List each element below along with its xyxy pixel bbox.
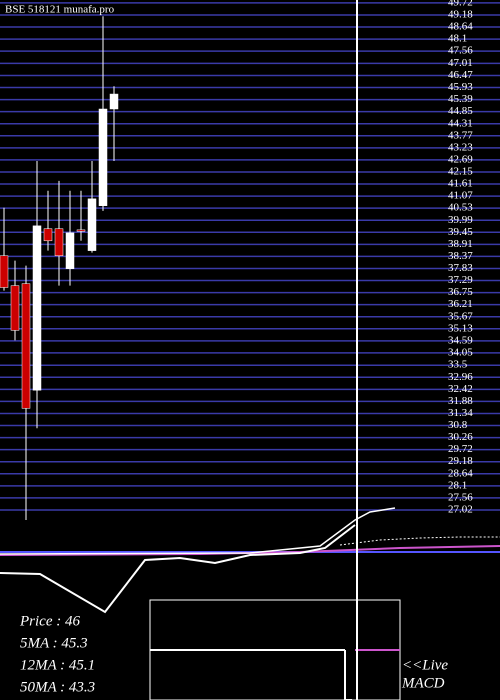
y-tick-label: 27.56 [448, 491, 473, 503]
macd-bar [344, 650, 352, 700]
y-tick-label: 47.01 [448, 57, 473, 69]
y-tick-label: 35.13 [448, 322, 473, 334]
y-tick-label: 46.47 [448, 69, 473, 81]
y-tick-label: 41.07 [448, 190, 473, 202]
y-tick-label: 33.5 [448, 359, 468, 371]
candle-body [87, 198, 97, 251]
y-tick-label: 45.93 [448, 81, 473, 93]
candle-body [32, 225, 42, 391]
ma-line [0, 507, 396, 555]
y-tick-label: 30.8 [448, 419, 468, 431]
y-tick-label: 31.34 [448, 407, 473, 419]
y-tick-label: 34.05 [448, 346, 473, 358]
y-tick-label: 48.64 [448, 21, 473, 33]
y-tick-label: 43.77 [448, 129, 473, 141]
candle-body [43, 228, 53, 242]
y-tick-label: 49.18 [448, 8, 473, 20]
y-tick-label: 41.61 [448, 178, 473, 190]
y-tick-label: 29.72 [448, 443, 473, 455]
y-tick-label: 39.45 [448, 226, 473, 238]
candle-body [76, 229, 86, 232]
y-tick-label: 39.99 [448, 214, 473, 226]
candle-body [65, 232, 75, 269]
candle-body [21, 283, 31, 409]
y-tick-label: 49.72 [448, 0, 473, 8]
y-tick-label: 37.83 [448, 262, 473, 274]
y-tick-label: 40.53 [448, 202, 473, 214]
chart-title: BSE 518121 munafa.pro [5, 4, 115, 16]
y-tick-label: 27.02 [448, 503, 473, 515]
y-tick-label: 36.21 [448, 298, 473, 310]
y-tick-label: 30.26 [448, 431, 473, 443]
y-tick-label: 43.23 [448, 141, 473, 153]
ma-line [339, 536, 500, 546]
info-text: 12MA : 45.1 [20, 657, 95, 673]
y-tick-label: 32.42 [448, 383, 473, 395]
candle-body [98, 108, 108, 206]
y-tick-label: 42.15 [448, 166, 473, 178]
y-tick-label: 29.18 [448, 455, 473, 467]
y-tick-label: 44.85 [448, 105, 473, 117]
y-tick-label: 42.69 [448, 153, 473, 165]
y-tick-label: 47.56 [448, 45, 473, 57]
candle-body [54, 228, 64, 257]
candle-body [109, 93, 119, 110]
y-tick-label: 44.31 [448, 117, 473, 129]
candle-body [10, 285, 20, 331]
info-text: 5MA : 45.3 [20, 635, 88, 651]
macd-line [0, 524, 356, 614]
info-text: Price : 46 [19, 613, 80, 629]
y-tick-label: 45.39 [448, 93, 473, 105]
y-tick-label: 32.96 [448, 371, 473, 383]
y-tick-label: 38.37 [448, 250, 473, 262]
y-tick-label: 28.64 [448, 467, 473, 479]
y-tick-label: 37.29 [448, 274, 473, 286]
macd-label: MACD [401, 675, 445, 691]
y-tick-label: 36.75 [448, 286, 473, 298]
candle-body [0, 255, 9, 288]
y-tick-label: 38.91 [448, 238, 473, 250]
y-tick-label: 31.88 [448, 395, 473, 407]
y-tick-label: 35.67 [448, 310, 473, 322]
info-text: 50MA : 43.3 [20, 679, 95, 695]
y-tick-label: 48.1 [448, 33, 467, 45]
y-tick-label: 28.1 [448, 479, 467, 491]
y-tick-label: 34.59 [448, 334, 473, 346]
macd-label: <<Live [402, 657, 448, 673]
